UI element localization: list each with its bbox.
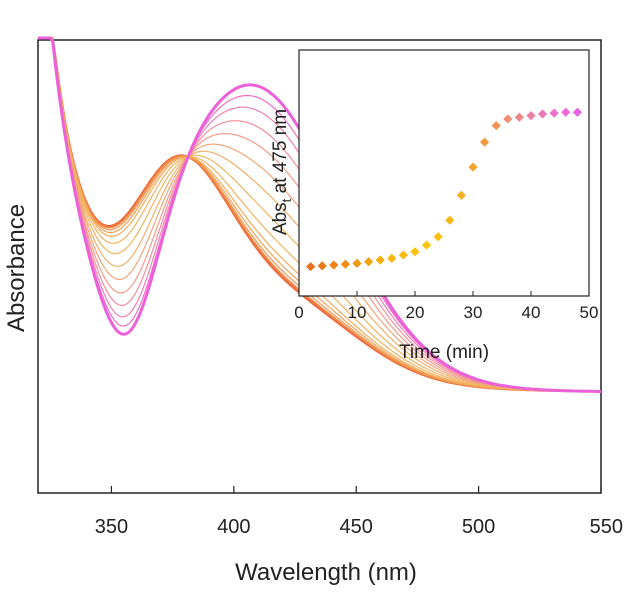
- inset-x-tick-label: 0: [294, 303, 303, 322]
- main-x-tick-label: 500: [462, 516, 495, 538]
- main-x-axis-label: Wavelength (nm): [235, 559, 417, 586]
- inset-plot-frame: [298, 49, 590, 297]
- main-x-axis-ticks: 350 400 450 500 550: [95, 486, 623, 538]
- main-x-tick-label: 400: [217, 516, 250, 538]
- inset-x-tick-label: 20: [406, 303, 425, 322]
- inset-data-point: [561, 107, 571, 117]
- main-y-axis-label: Absorbance: [3, 204, 30, 332]
- inset-x-tick-label: 10: [348, 303, 367, 322]
- inset-data-point: [549, 108, 559, 118]
- main-plot-frame: [37, 39, 602, 494]
- inset-x-tick-label: 40: [522, 303, 541, 322]
- inset-y-label-rest: at 475 nm: [270, 109, 291, 199]
- inset-data-point: [491, 120, 501, 131]
- inset-data-point: [445, 215, 455, 225]
- inset-data-point: [503, 114, 513, 124]
- inset-data-point: [340, 259, 350, 269]
- inset-data-point: [468, 162, 478, 172]
- inset-plot-background: [299, 50, 589, 296]
- inset-x-tick-label: 30: [464, 303, 483, 322]
- inset-data-point: [422, 240, 432, 250]
- inset-data-point: [433, 232, 443, 242]
- inset-data-point: [398, 250, 408, 260]
- inset-data-point: [514, 112, 524, 122]
- main-x-tick-label: 350: [95, 516, 128, 538]
- inset-data-point: [317, 261, 327, 271]
- inset-data-point: [387, 253, 397, 263]
- inset-data-points: [306, 107, 582, 272]
- inset-data-point: [410, 247, 420, 257]
- inset-data-point: [375, 255, 385, 265]
- main-x-tick-label: 450: [340, 516, 373, 538]
- inset-data-point: [352, 258, 362, 268]
- inset-data-point: [526, 111, 536, 121]
- inset-data-point: [538, 109, 548, 119]
- main-x-tick-label: 550: [590, 516, 623, 538]
- inset-data-point: [572, 107, 582, 117]
- inset-data-point: [456, 190, 466, 200]
- inset-data-point: [364, 257, 374, 267]
- inset-x-axis-ticks: 0 10 20 30 40 50: [294, 291, 598, 322]
- inset-data-point: [306, 262, 316, 272]
- inset-data-point: [329, 260, 339, 270]
- inset-x-tick-label: 50: [580, 303, 599, 322]
- inset-x-axis-label: Time (min): [399, 342, 489, 363]
- inset-y-axis-label: Abst at 475 nm: [270, 109, 294, 235]
- inset-data-point: [480, 137, 490, 147]
- inset-y-label-subscript: t: [279, 198, 294, 202]
- inset-y-label-main: Abs: [270, 202, 291, 235]
